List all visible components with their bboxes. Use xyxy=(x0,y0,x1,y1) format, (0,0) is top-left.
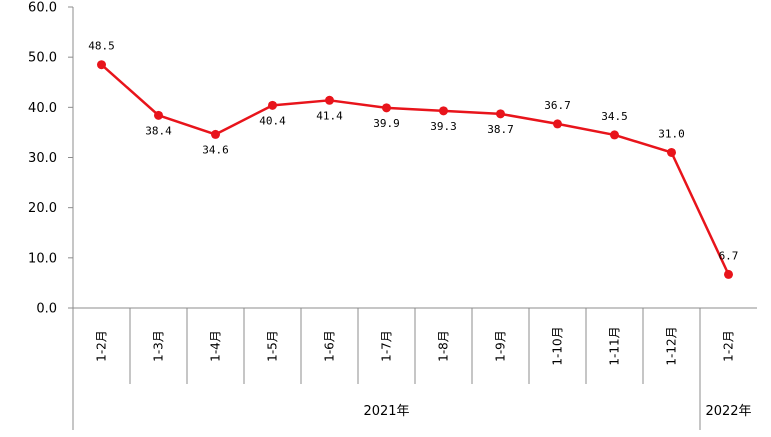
data-label: 39.3 xyxy=(430,120,457,133)
category-label: 1-7月 xyxy=(380,330,394,362)
data-label: 48.5 xyxy=(88,40,115,53)
data-label: 34.6 xyxy=(202,143,229,156)
data-point xyxy=(382,103,391,113)
data-label: 34.5 xyxy=(601,110,628,123)
data-label: 38.7 xyxy=(487,123,514,136)
data-point xyxy=(439,106,448,116)
y-tick-label: 10.0 xyxy=(28,251,57,266)
data-point xyxy=(724,269,733,279)
y-tick-label: 40.0 xyxy=(28,101,57,116)
y-axis-ticks: 0.0 10.0 20.0 30.0 40.0 50.0 60.0 xyxy=(28,1,73,317)
data-label: 40.4 xyxy=(259,114,286,127)
y-tick-label: 20.0 xyxy=(28,201,57,216)
data-point xyxy=(268,100,277,110)
data-label: 36.7 xyxy=(544,99,571,112)
x-axis-groups: 2021年 2022年 xyxy=(363,308,752,430)
y-tick-label: 0.0 xyxy=(36,302,57,317)
category-label: 1-9月 xyxy=(494,330,508,362)
data-point xyxy=(211,129,220,139)
y-tick-label: 60.0 xyxy=(28,1,57,16)
data-point xyxy=(154,110,163,120)
data-label: 31.0 xyxy=(658,127,685,140)
data-label: 41.4 xyxy=(316,109,343,122)
data-label: 38.4 xyxy=(145,124,172,137)
category-label: 1-4月 xyxy=(209,330,223,362)
category-label: 1-8月 xyxy=(437,330,451,362)
data-labels: 48.5 38.4 34.6 40.4 41.4 39.9 39.3 38.7 36.7 34.5… xyxy=(88,40,738,263)
x-axis-categories: 1-2月 1-3月 1-4月 1-5月 1-6月 1-7月 1-8月 1-9月 1-10月 1-1… xyxy=(95,308,736,384)
group-label: 2022年 xyxy=(705,404,751,419)
data-point xyxy=(325,95,334,105)
category-label: 1-6月 xyxy=(323,330,337,362)
data-point xyxy=(553,119,562,129)
category-label: 1-10月 xyxy=(551,326,565,365)
category-label: 1-11月 xyxy=(608,326,622,365)
y-tick-label: 30.0 xyxy=(28,151,57,166)
group-label: 2021年 xyxy=(363,404,409,419)
data-point xyxy=(610,130,619,140)
data-point xyxy=(496,109,505,119)
category-label: 1-3月 xyxy=(152,330,166,362)
data-point xyxy=(97,60,106,70)
series-layer xyxy=(97,60,733,279)
category-label: 1-2月 xyxy=(95,330,109,362)
data-point xyxy=(667,147,676,157)
data-label: 39.9 xyxy=(373,117,400,130)
series-line xyxy=(100,63,730,275)
y-tick-label: 50.0 xyxy=(28,51,57,66)
data-label: 6.7 xyxy=(719,249,739,262)
category-label: 1-12月 xyxy=(665,326,679,365)
category-label: 1-5月 xyxy=(266,330,280,362)
category-label: 1-2月 xyxy=(722,330,736,362)
